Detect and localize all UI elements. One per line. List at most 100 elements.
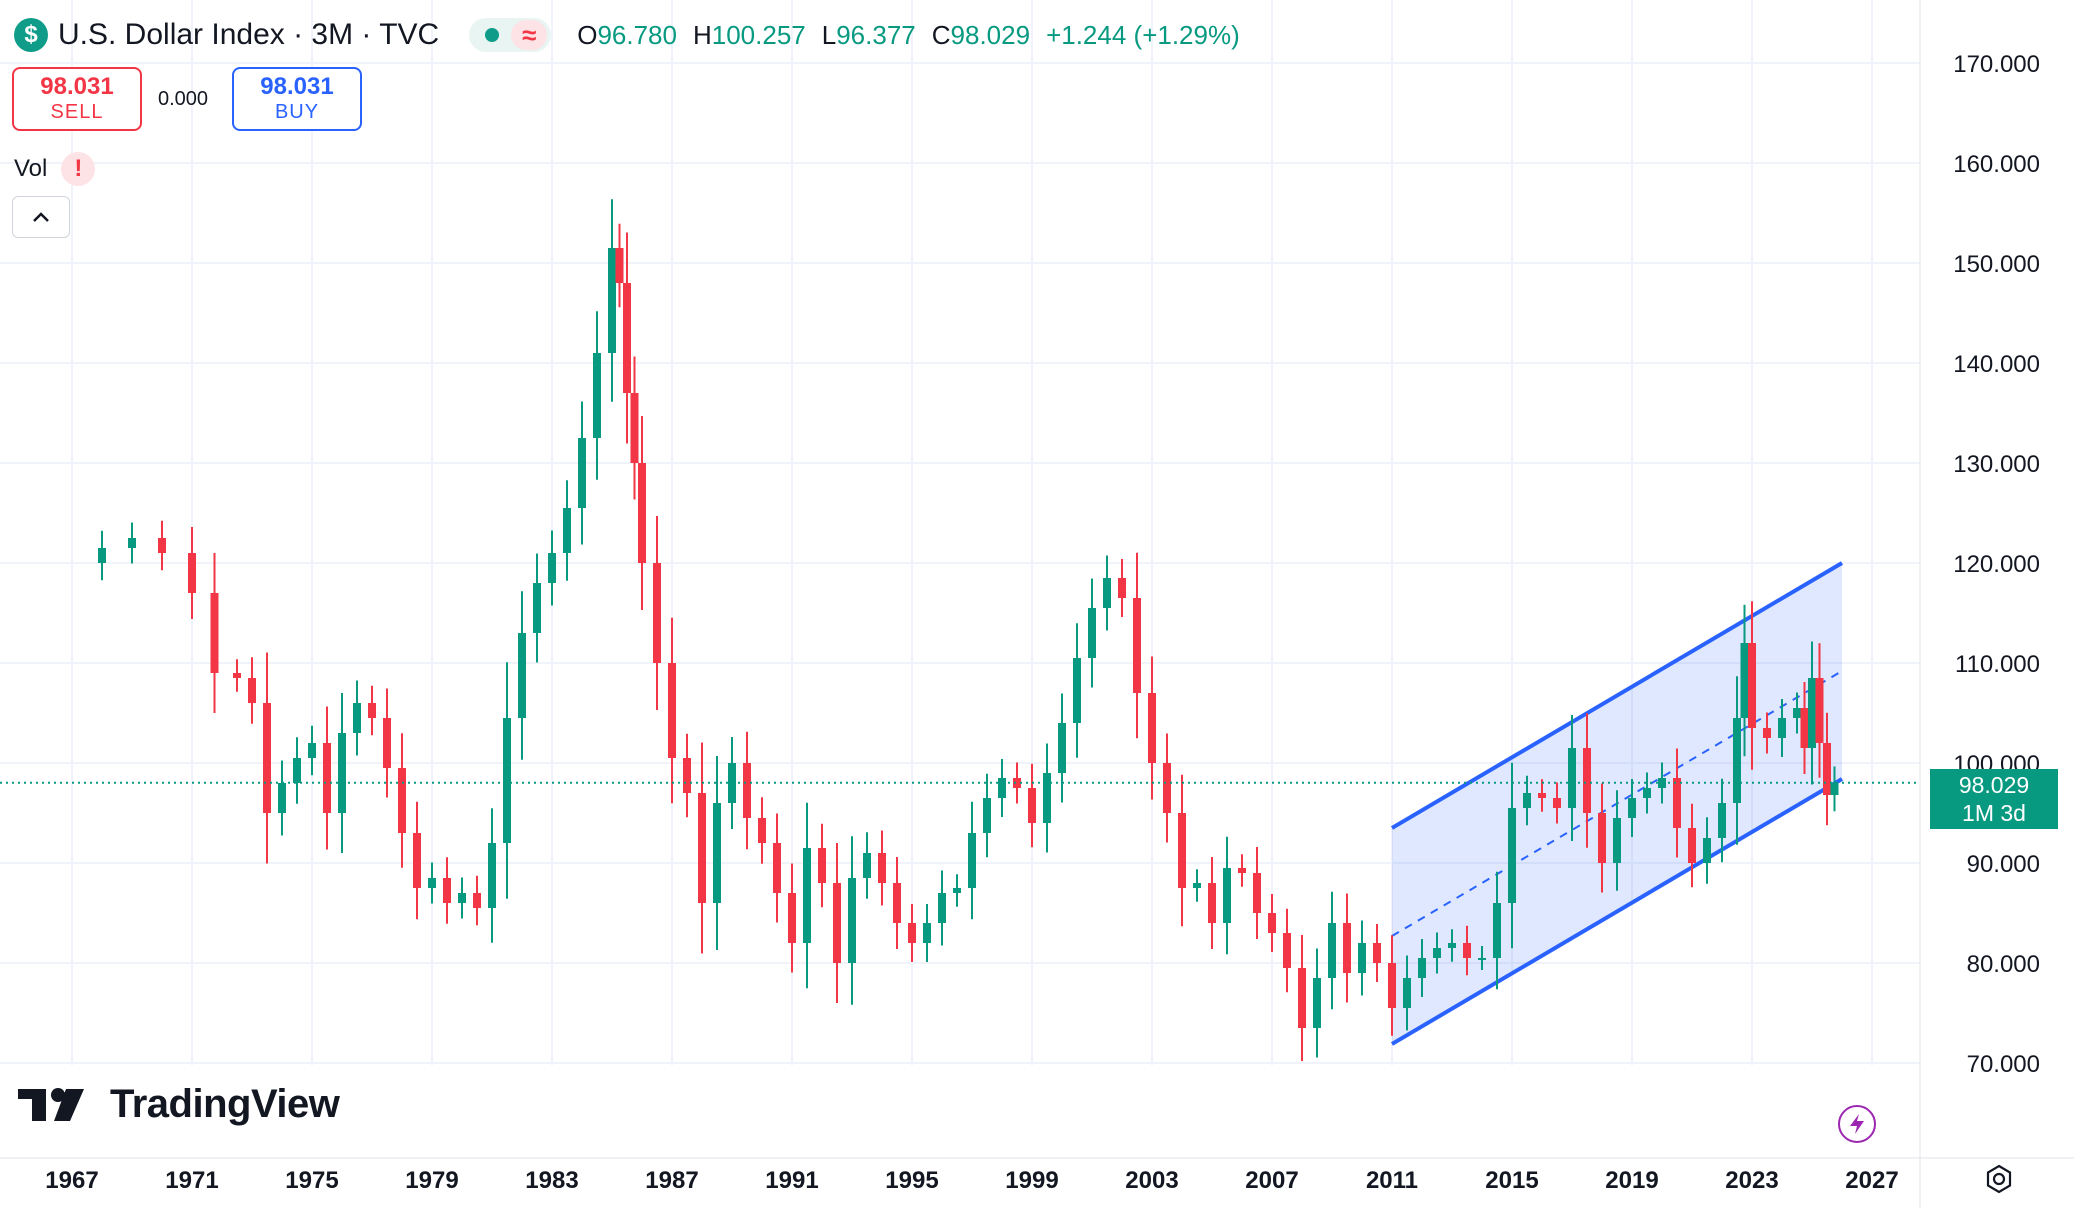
candle-body — [653, 563, 661, 663]
chevron-up-icon — [33, 212, 49, 222]
change-value: +1.244 (+1.29%) — [1046, 19, 1240, 50]
candle-body — [893, 883, 901, 923]
y-tick-label: 90.000 — [1967, 851, 2040, 878]
close-key: C — [931, 19, 951, 50]
candle-body — [1688, 828, 1696, 863]
candle-body — [308, 743, 316, 758]
x-tick-label: 1975 — [285, 1167, 338, 1194]
market-status-icon[interactable]: ≈ — [469, 18, 552, 52]
candle-body — [1403, 978, 1411, 1008]
candle-body — [1568, 748, 1576, 808]
high-value: 100.257 — [711, 19, 806, 50]
candle-body — [1830, 782, 1839, 795]
candle-body — [863, 853, 871, 878]
candle-body — [1823, 743, 1831, 795]
candles — [98, 199, 1839, 1061]
settings-icon[interactable] — [1984, 1164, 2014, 1194]
candle-body — [1478, 958, 1486, 960]
candle-body — [1508, 808, 1516, 903]
lightning-icon[interactable] — [1838, 1105, 1876, 1143]
symbol-header: $ U.S. Dollar Index · 3M · TVC ≈ O96.780… — [14, 14, 1240, 56]
volume-indicator[interactable]: Vol ! — [14, 152, 96, 186]
buy-button[interactable]: 98.031 BUY — [232, 67, 362, 131]
candle-body — [713, 803, 721, 903]
x-tick-label: 2019 — [1605, 1167, 1658, 1194]
candle-body — [1133, 598, 1141, 693]
vol-label: Vol — [14, 155, 48, 182]
warning-icon[interactable]: ! — [61, 152, 96, 186]
candle-body — [818, 848, 826, 883]
candle-body — [1448, 943, 1456, 948]
candle-body — [428, 878, 436, 888]
low-key: L — [821, 19, 837, 50]
candle-body — [623, 283, 631, 393]
candle-body — [1028, 788, 1036, 823]
channel-lower-line[interactable] — [1390, 777, 1844, 1046]
candle-body — [1208, 883, 1216, 923]
candle-body — [1268, 913, 1276, 933]
x-tick-label: 2011 — [1366, 1167, 1418, 1194]
candle-body — [158, 538, 166, 553]
y-axis[interactable]: 170.000 160.000 150.000 140.000 130.000 120.0… — [1953, 51, 2040, 1078]
candle-body — [630, 393, 639, 463]
market-open-dot — [485, 28, 500, 42]
candle-body — [1223, 868, 1231, 923]
candle-body — [615, 248, 624, 283]
candle-body — [1373, 943, 1381, 963]
dollar-icon: $ — [14, 18, 48, 52]
candle-body — [608, 248, 616, 353]
tradingview-logo[interactable]: TradingView — [18, 1082, 340, 1127]
sell-button[interactable]: 98.031 SELL — [12, 67, 142, 131]
candle-body — [803, 848, 811, 943]
candle-body — [1073, 658, 1081, 723]
channel-upper-line[interactable] — [1390, 561, 1844, 830]
x-tick-label: 1991 — [765, 1167, 818, 1194]
candle-body — [1703, 838, 1711, 863]
candle-body — [1763, 728, 1771, 738]
candle-body — [1088, 608, 1096, 658]
candle-body — [1193, 883, 1201, 888]
low-value: 96.377 — [836, 19, 916, 50]
candle-body — [210, 593, 219, 673]
candle-body — [398, 768, 406, 833]
candle-body — [1463, 943, 1471, 958]
x-tick-label: 2007 — [1245, 1167, 1298, 1194]
candle-body — [1553, 798, 1561, 808]
delayed-data-icon: ≈ — [511, 20, 548, 50]
y-tick-label: 160.000 — [1953, 151, 2040, 178]
candle-body — [323, 743, 331, 813]
candle-body — [683, 758, 691, 793]
high-key: H — [692, 19, 712, 50]
candle-body — [668, 663, 676, 758]
lightning-glyph — [1850, 1114, 1864, 1134]
candle-body — [1103, 578, 1111, 608]
x-tick-label: 2015 — [1485, 1167, 1538, 1194]
candle-body — [1598, 813, 1606, 863]
candle-body — [908, 923, 916, 943]
candle-body — [998, 778, 1006, 798]
open-value: 96.780 — [597, 19, 677, 50]
candle-body — [503, 718, 511, 843]
tradingview-mark-icon — [18, 1087, 84, 1121]
candle-body — [1808, 678, 1816, 748]
candle-body — [458, 893, 466, 903]
y-tick-label: 150.000 — [1953, 251, 2040, 278]
candle-body — [1418, 958, 1426, 978]
bar-countdown: 1M 3d — [1962, 799, 2026, 826]
x-axis[interactable]: 1967 1971 1975 1979 1983 1987 1991 1995 1999 2003… — [45, 1167, 1898, 1194]
buy-label: BUY — [274, 101, 320, 123]
x-tick-label: 1983 — [525, 1167, 578, 1194]
candle-body — [1343, 923, 1351, 973]
collapse-legend-button[interactable] — [12, 196, 70, 238]
candle-body — [1118, 578, 1126, 598]
y-tick-label: 140.000 — [1953, 351, 2040, 378]
candle-body — [1613, 818, 1621, 863]
candle-body — [1538, 793, 1546, 798]
symbol-title[interactable]: U.S. Dollar Index · 3M · TVC — [58, 18, 440, 51]
x-tick-label: 1971 — [165, 1167, 218, 1194]
candle-body — [278, 783, 286, 813]
buy-price: 98.031 — [260, 73, 334, 100]
candle-body — [1748, 643, 1756, 728]
candle-body — [848, 878, 856, 963]
